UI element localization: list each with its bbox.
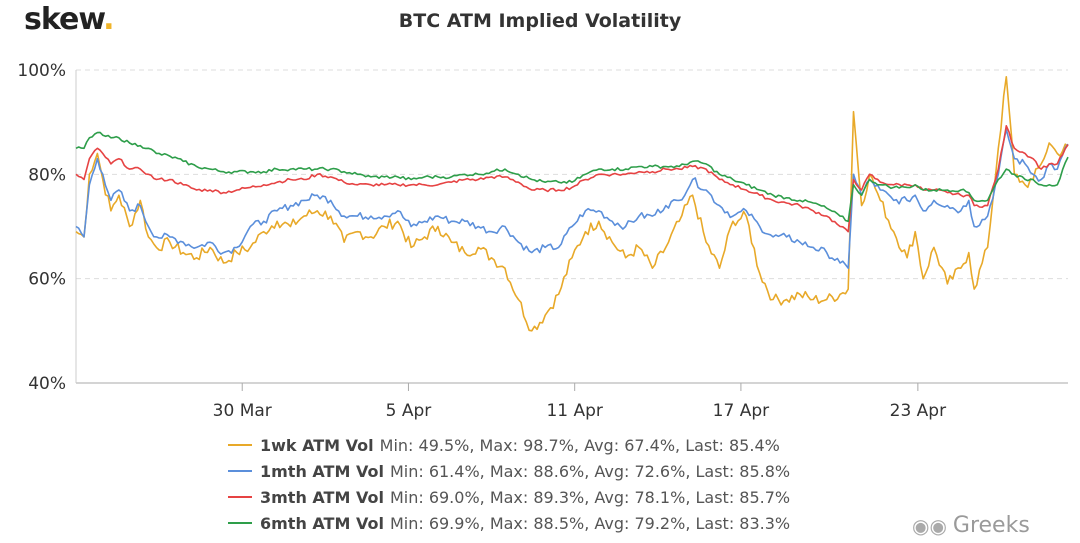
legend-item[interactable]: 1wk ATM Vol Min: 49.5%, Max: 98.7%, Avg: … — [228, 432, 790, 458]
x-tick-label: 5 Apr — [386, 401, 432, 421]
chart-plot: 40% 60% 80% 100% 30 Mar 5 Apr 11 Apr 17 Apr 23 A… — [17, 61, 1069, 421]
legend-series-name: 1wk ATM Vol — [260, 435, 374, 455]
legend-series-stats: Min: 69.0%, Max: 89.3%, Avg: 78.1%, Last… — [389, 487, 791, 507]
legend-swatch — [228, 470, 252, 472]
legend: 1wk ATM Vol Min: 49.5%, Max: 98.7%, Avg: … — [228, 432, 790, 536]
wechat-icon: ◉◉ — [912, 513, 947, 538]
skew-logo: skew. — [24, 2, 115, 37]
series-line-1wk — [75, 76, 1069, 332]
y-tick-label: 60% — [28, 270, 66, 290]
legend-series-name: 3mth ATM Vol — [260, 487, 384, 507]
legend-item[interactable]: 6mth ATM Vol Min: 69.9%, Max: 88.5%, Avg:… — [228, 510, 790, 536]
legend-series-stats: Min: 61.4%, Max: 88.6%, Avg: 72.6%, Last… — [389, 461, 791, 481]
series-line-1mth — [75, 128, 1069, 269]
logo-dot: . — [103, 2, 114, 37]
x-tick-label: 23 Apr — [890, 401, 946, 421]
legend-swatch — [228, 444, 252, 446]
series-line-6mth — [75, 131, 1069, 223]
x-tick-label: 17 Apr — [713, 401, 769, 421]
y-tick-label: 100% — [17, 61, 66, 81]
series-line-3mth — [75, 125, 1069, 233]
legend-series-name: 6mth ATM Vol — [260, 513, 384, 533]
y-tick-label: 80% — [28, 165, 66, 185]
legend-series-stats: Min: 49.5%, Max: 98.7%, Avg: 67.4%, Last… — [379, 435, 780, 455]
chart-title: BTC ATM Implied Volatility — [398, 10, 682, 32]
grid-layer — [76, 69, 1068, 280]
legend-swatch — [228, 496, 252, 498]
legend-item[interactable]: 1mth ATM Vol Min: 61.4%, Max: 88.6%, Avg:… — [228, 458, 790, 484]
series-layer — [75, 76, 1069, 332]
logo-text: skew — [24, 2, 104, 37]
axes-layer: 40% 60% 80% 100% 30 Mar 5 Apr 11 Apr 17 Apr 23 A… — [17, 61, 1068, 421]
watermark: ◉◉ Greeks — [912, 513, 1030, 538]
legend-series-stats: Min: 69.9%, Max: 88.5%, Avg: 79.2%, Last… — [389, 513, 791, 533]
legend-item[interactable]: 3mth ATM Vol Min: 69.0%, Max: 89.3%, Avg:… — [228, 484, 790, 510]
x-tick-label: 11 Apr — [546, 401, 602, 421]
y-tick-label: 40% — [28, 374, 66, 394]
x-tick-label: 30 Mar — [213, 401, 272, 421]
legend-series-name: 1mth ATM Vol — [260, 461, 384, 481]
legend-swatch — [228, 522, 252, 524]
watermark-text: Greeks — [952, 513, 1030, 538]
